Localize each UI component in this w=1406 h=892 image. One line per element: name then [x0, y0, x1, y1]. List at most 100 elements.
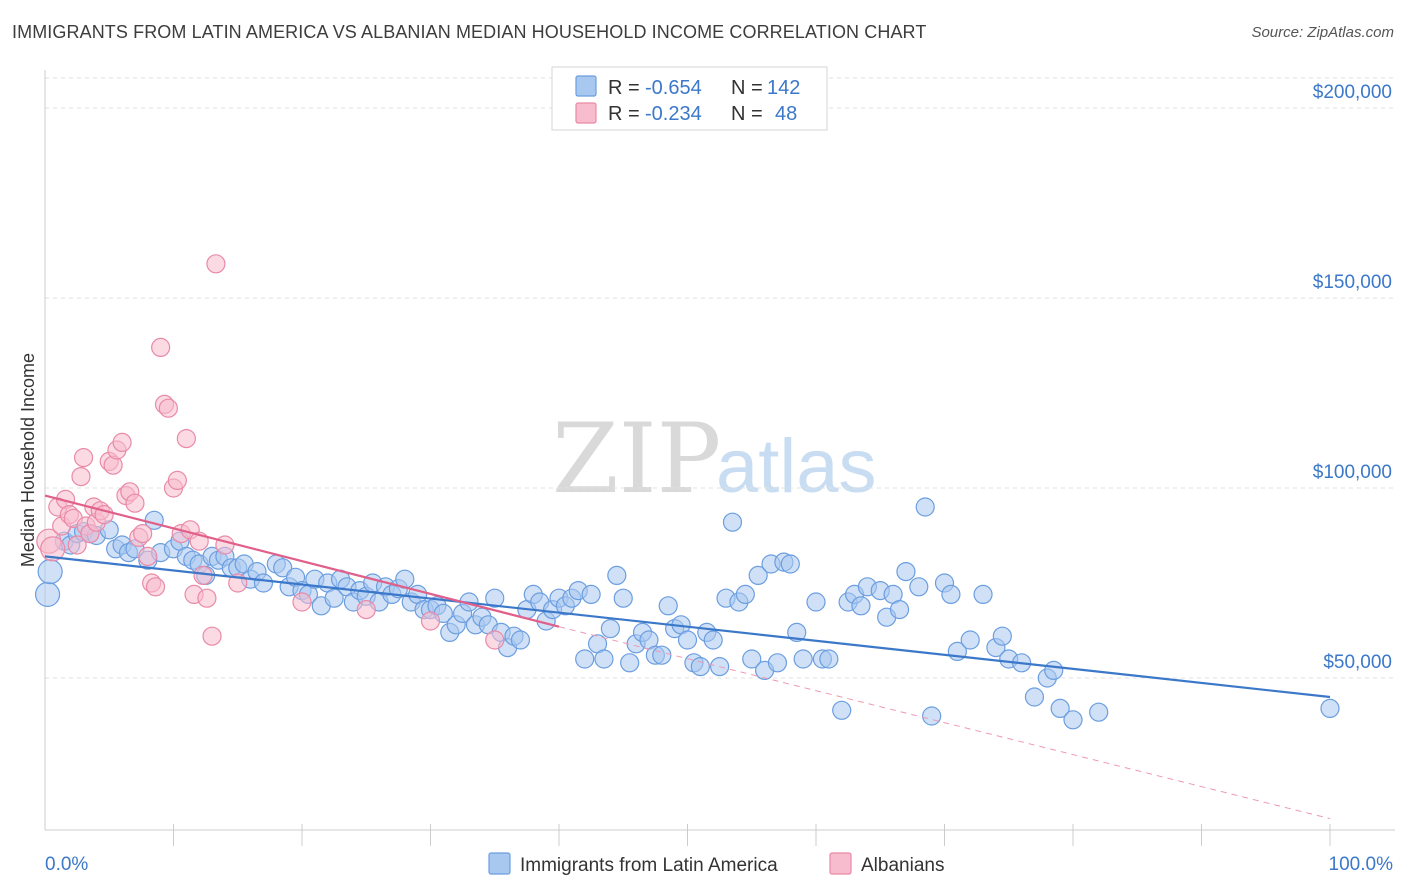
data-point [793, 649, 813, 669]
watermark-zip: ZIP [552, 403, 721, 515]
data-point [273, 558, 293, 578]
data-point [151, 337, 171, 357]
data-point [133, 523, 153, 544]
data-point [819, 649, 839, 669]
trend-line-pink [44, 494, 560, 628]
data-point [581, 584, 601, 605]
data-point [197, 588, 217, 608]
data-point [253, 573, 274, 593]
bottom-legend-swatch-blue [488, 852, 511, 875]
watermark-atlas: atlas [716, 424, 877, 509]
data-point [1320, 698, 1340, 719]
data-point [167, 470, 187, 490]
data-point [485, 630, 505, 650]
data-point [767, 653, 788, 673]
data-point [620, 653, 640, 673]
data-point [71, 467, 91, 487]
y-axis-label: Median Household Income [18, 353, 38, 567]
data-point [112, 432, 132, 452]
legend-r-label-pink: R = [608, 103, 640, 125]
data-point [909, 577, 929, 597]
data-point [510, 630, 531, 650]
data-point [600, 618, 621, 639]
data-point [324, 588, 344, 608]
legend-box: R = -0.654 N = 142 R = -0.234 N = 48 [551, 66, 828, 131]
legend-swatch-pink [575, 102, 597, 124]
legend-n-label-blue: N = [731, 77, 763, 99]
data-point [973, 584, 993, 605]
data-point [896, 561, 916, 582]
data-point [202, 626, 222, 646]
data-point [1063, 710, 1083, 730]
bottom-legend-label-blue: Immigrants from Latin America [520, 855, 778, 876]
data-point [1089, 702, 1109, 722]
legend-r-label-blue: R = [608, 77, 640, 99]
data-point [420, 611, 441, 631]
x-ticks [173, 824, 1331, 846]
data-point [40, 536, 66, 562]
legend-n-label-pink: N = [731, 103, 763, 125]
data-point [652, 645, 672, 665]
source-credit: Source: ZipAtlas.com [1251, 24, 1394, 41]
data-point [748, 565, 768, 586]
data-point [941, 584, 961, 605]
data-point [206, 254, 226, 274]
data-point [703, 630, 723, 650]
data-point [1050, 698, 1070, 719]
data-point [992, 626, 1012, 646]
data-point [722, 512, 743, 532]
y-tick-label: $100,000 [1313, 462, 1392, 483]
trend-lines [44, 494, 1331, 820]
data-point [915, 497, 935, 517]
data-point [806, 592, 826, 612]
axes [44, 70, 1395, 831]
chart-title: IMMIGRANTS FROM LATIN AMERICA VS ALBANIA… [12, 22, 927, 42]
x-tick-label-min: 0.0% [45, 854, 88, 875]
data-point [356, 599, 376, 620]
data-point [125, 493, 145, 513]
x-tick-label-max: 100.0% [1329, 854, 1394, 875]
data-point [658, 596, 678, 616]
data-point [787, 622, 807, 643]
y-tick-labels: $50,000 $100,000 $150,000 $200,000 [1313, 82, 1392, 673]
data-point [73, 448, 94, 468]
y-tick-label: $50,000 [1323, 652, 1392, 673]
data-point [677, 630, 698, 650]
data-point [215, 535, 235, 555]
data-point [832, 700, 852, 720]
data-point [960, 630, 980, 650]
data-point [690, 656, 710, 677]
series-immigrants-latin-america [34, 497, 1340, 730]
legend-r-value-pink: -0.234 [645, 103, 702, 125]
data-point [607, 565, 627, 586]
data-point [575, 649, 595, 669]
data-point [158, 398, 178, 418]
bottom-legend-label-pink: Albanians [861, 855, 944, 876]
data-point [145, 577, 166, 597]
legend-n-value-blue: 142 [767, 77, 800, 99]
data-point [485, 588, 505, 608]
data-point [851, 596, 871, 616]
data-point [1024, 687, 1045, 707]
data-point [67, 535, 87, 555]
y-tick-label: $200,000 [1313, 82, 1392, 103]
data-point [922, 706, 942, 726]
bottom-legend: Immigrants from Latin America Albanians [488, 852, 944, 876]
data-point [735, 584, 755, 605]
data-point [613, 588, 633, 608]
data-point [594, 649, 614, 669]
legend-n-value-pink: 48 [775, 103, 797, 125]
data-point [889, 599, 910, 620]
data-point [138, 546, 158, 567]
y-tick-label: $150,000 [1313, 272, 1392, 293]
trend-line-pink-extended [558, 626, 1331, 820]
data-point [780, 554, 800, 574]
legend-swatch-blue [575, 75, 597, 97]
series-albanians [36, 254, 505, 650]
data-point [34, 581, 61, 608]
data-point [37, 558, 63, 585]
trend-line-blue [44, 555, 1331, 699]
data-point [1044, 660, 1064, 681]
bottom-legend-swatch-pink [829, 852, 852, 875]
